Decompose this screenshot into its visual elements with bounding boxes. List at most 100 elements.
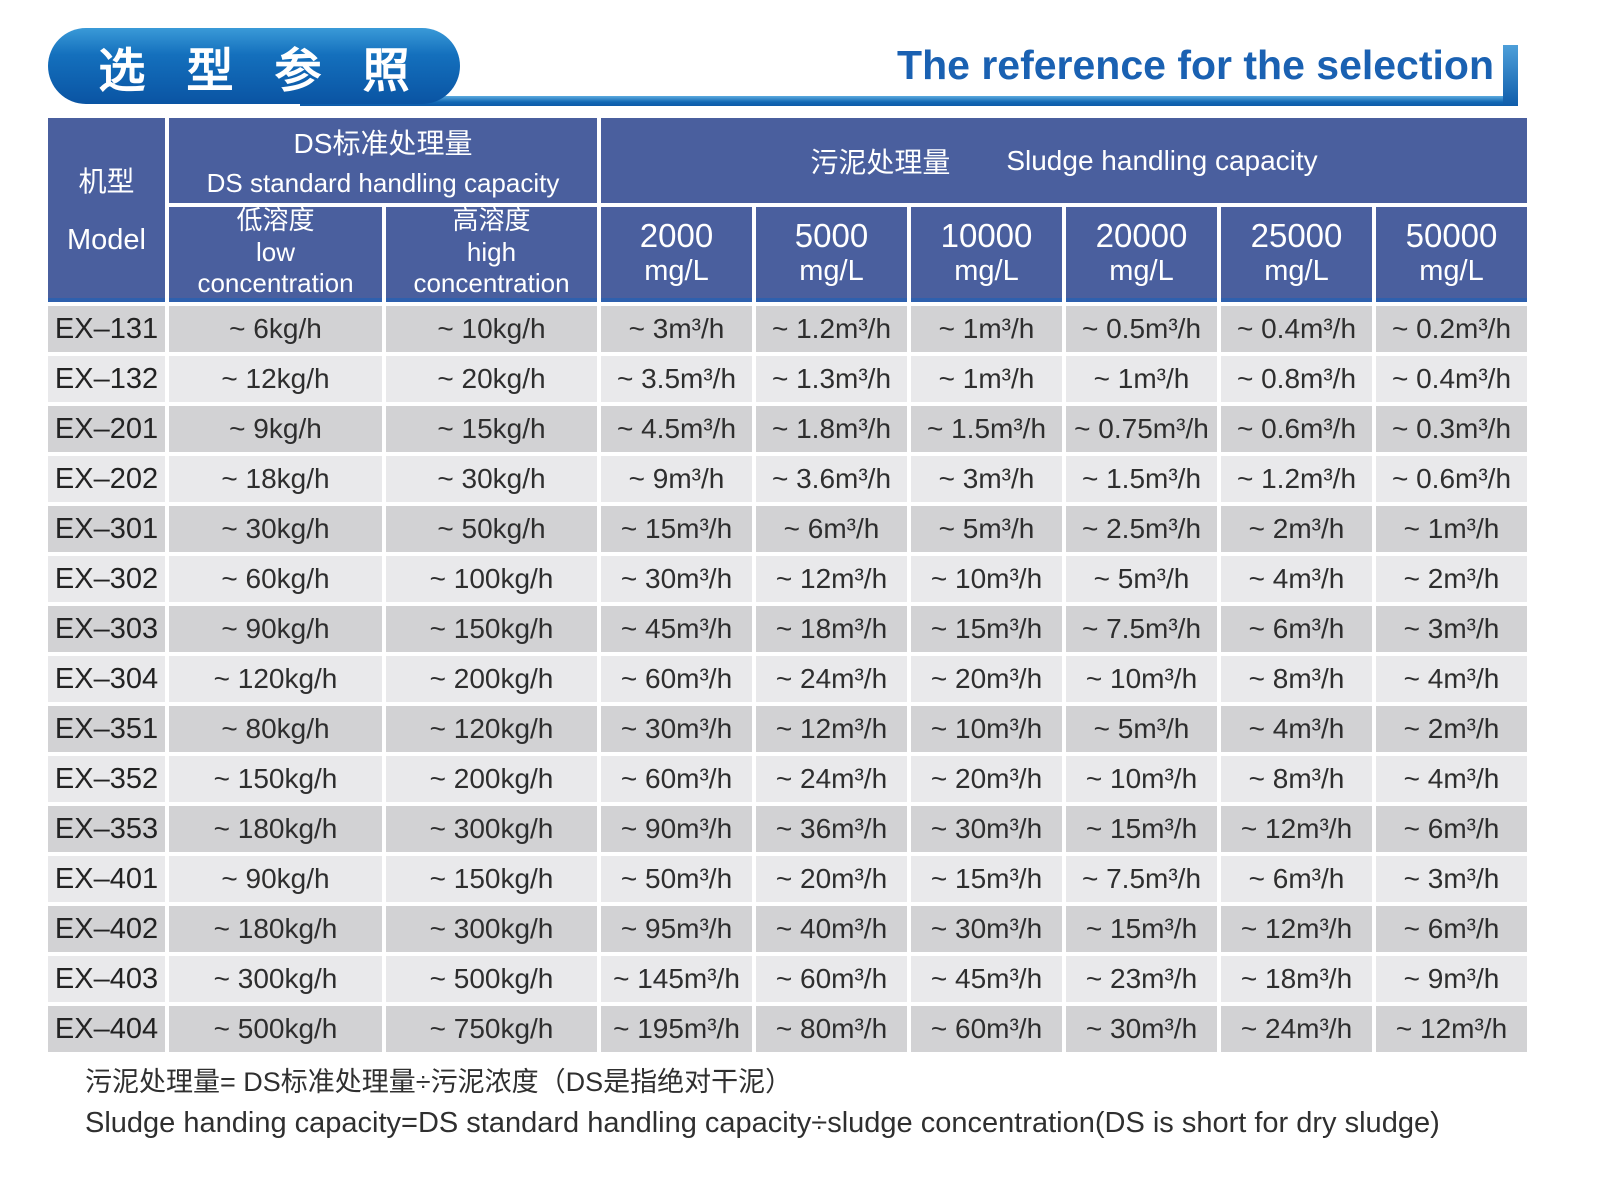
value-cell: ~ 7.5m³/h [1066, 856, 1217, 902]
header-low-zh: 低溶度 [236, 204, 315, 235]
value-cell: ~ 120kg/h [169, 656, 382, 702]
value-cell: ~ 300kg/h [169, 956, 382, 1002]
value-cell: ~ 3m³/h [911, 456, 1062, 502]
value-cell: ~ 23m³/h [1066, 956, 1217, 1002]
page-title-zh: 选 型 参 照 [98, 43, 424, 97]
value-cell: ~ 50m³/h [601, 856, 752, 902]
value-cell: ~ 6m³/h [1221, 856, 1372, 902]
value-cell: ~ 9m³/h [1376, 956, 1527, 1002]
value-cell: ~ 60kg/h [169, 556, 382, 602]
value-cell: ~ 8m³/h [1221, 756, 1372, 802]
value-cell: ~ 300kg/h [386, 806, 597, 852]
value-cell: ~ 6m³/h [1376, 906, 1527, 952]
header-concentration-2000: 2000 mg/L [601, 207, 752, 302]
value-cell: ~ 3m³/h [601, 306, 752, 352]
value-cell: ~ 3m³/h [1376, 606, 1527, 652]
header-high-en1: high [466, 236, 517, 267]
model-cell: EX–302 [48, 556, 165, 602]
title-accent-bar [1503, 45, 1518, 106]
model-cell: EX–201 [48, 406, 165, 452]
value-cell: ~ 150kg/h [169, 756, 382, 802]
concentration-value: 2000 [639, 216, 714, 254]
value-cell: ~ 1.8m³/h [756, 406, 907, 452]
value-cell: ~ 24m³/h [756, 656, 907, 702]
value-cell: ~ 180kg/h [169, 906, 382, 952]
header-low-en2: concentration [197, 268, 354, 299]
header-sludge-en: Sludge handling capacity [1006, 144, 1318, 176]
value-cell: ~ 15m³/h [601, 506, 752, 552]
value-cell: ~ 1.3m³/h [756, 356, 907, 402]
value-cell: ~ 90kg/h [169, 856, 382, 902]
value-cell: ~ 24m³/h [1221, 1006, 1372, 1052]
model-cell: EX–351 [48, 706, 165, 752]
header-concentration-50000: 50000 mg/L [1376, 207, 1527, 302]
model-cell: EX–401 [48, 856, 165, 902]
value-cell: ~ 30m³/h [911, 906, 1062, 952]
value-cell: ~ 90kg/h [169, 606, 382, 652]
value-cell: ~ 12m³/h [1221, 906, 1372, 952]
value-cell: ~ 18m³/h [1221, 956, 1372, 1002]
value-cell: ~ 3.5m³/h [601, 356, 752, 402]
value-cell: ~ 0.6m³/h [1221, 406, 1372, 452]
value-cell: ~ 90m³/h [601, 806, 752, 852]
selection-table: 机型 Model DS标准处理量 DS standard handling ca… [48, 118, 1527, 1052]
concentration-value: 5000 [794, 216, 869, 254]
header-low-en1: low [255, 236, 295, 267]
value-cell: ~ 60m³/h [756, 956, 907, 1002]
value-cell: ~ 500kg/h [169, 1006, 382, 1052]
value-cell: ~ 6m³/h [756, 506, 907, 552]
model-cell: EX–304 [48, 656, 165, 702]
value-cell: ~ 30m³/h [1066, 1006, 1217, 1052]
value-cell: ~ 1.2m³/h [756, 306, 907, 352]
concentration-unit: mg/L [1264, 254, 1329, 287]
value-cell: ~ 20m³/h [911, 756, 1062, 802]
value-cell: ~ 145m³/h [601, 956, 752, 1002]
value-cell: ~ 9m³/h [601, 456, 752, 502]
header-ds-capacity: DS标准处理量 DS standard handling capacity [169, 118, 597, 203]
value-cell: ~ 2m³/h [1221, 506, 1372, 552]
model-cell: EX–303 [48, 606, 165, 652]
value-cell: ~ 180kg/h [169, 806, 382, 852]
model-cell: EX–402 [48, 906, 165, 952]
value-cell: ~ 15kg/h [386, 406, 597, 452]
header-concentration-10000: 10000 mg/L [911, 207, 1062, 302]
value-cell: ~ 100kg/h [386, 556, 597, 602]
value-cell: ~ 0.75m³/h [1066, 406, 1217, 452]
model-cell: EX–403 [48, 956, 165, 1002]
value-cell: ~ 1.5m³/h [911, 406, 1062, 452]
value-cell: ~ 150kg/h [386, 856, 597, 902]
value-cell: ~ 40m³/h [756, 906, 907, 952]
value-cell: ~ 1m³/h [1376, 506, 1527, 552]
value-cell: ~ 6m³/h [1376, 806, 1527, 852]
value-cell: ~ 120kg/h [386, 706, 597, 752]
value-cell: ~ 36m³/h [756, 806, 907, 852]
model-cell: EX–353 [48, 806, 165, 852]
value-cell: ~ 3m³/h [1376, 856, 1527, 902]
value-cell: ~ 4m³/h [1221, 556, 1372, 602]
header-high-concentration: 高溶度 high concentration [386, 205, 597, 302]
value-cell: ~ 5m³/h [1066, 556, 1217, 602]
header-sludge-zh: 污泥处理量 [810, 146, 951, 178]
concentration-unit: mg/L [1419, 254, 1484, 287]
value-cell: ~ 10kg/h [386, 306, 597, 352]
footnote: 污泥处理量= DS标准处理量÷污泥浓度（DS是指绝对干泥） Sludge han… [85, 1062, 1440, 1144]
value-cell: ~ 60m³/h [601, 656, 752, 702]
value-cell: ~ 6m³/h [1221, 606, 1372, 652]
model-cell: EX–131 [48, 306, 165, 352]
value-cell: ~ 3.6m³/h [756, 456, 907, 502]
header-ds-en: DS standard handling capacity [206, 168, 560, 198]
value-cell: ~ 0.3m³/h [1376, 406, 1527, 452]
value-cell: ~ 0.8m³/h [1221, 356, 1372, 402]
value-cell: ~ 15m³/h [911, 856, 1062, 902]
value-cell: ~ 12m³/h [1221, 806, 1372, 852]
value-cell: ~ 24m³/h [756, 756, 907, 802]
value-cell: ~ 1.2m³/h [1221, 456, 1372, 502]
value-cell: ~ 18m³/h [756, 606, 907, 652]
value-cell: ~ 4m³/h [1376, 656, 1527, 702]
value-cell: ~ 0.6m³/h [1376, 456, 1527, 502]
footnote-en: Sludge handing capacity=DS standard hand… [85, 1107, 1440, 1139]
model-cell: EX–404 [48, 1006, 165, 1052]
header-concentration-20000: 20000 mg/L [1066, 207, 1217, 302]
header-model-en: Model [67, 223, 146, 256]
